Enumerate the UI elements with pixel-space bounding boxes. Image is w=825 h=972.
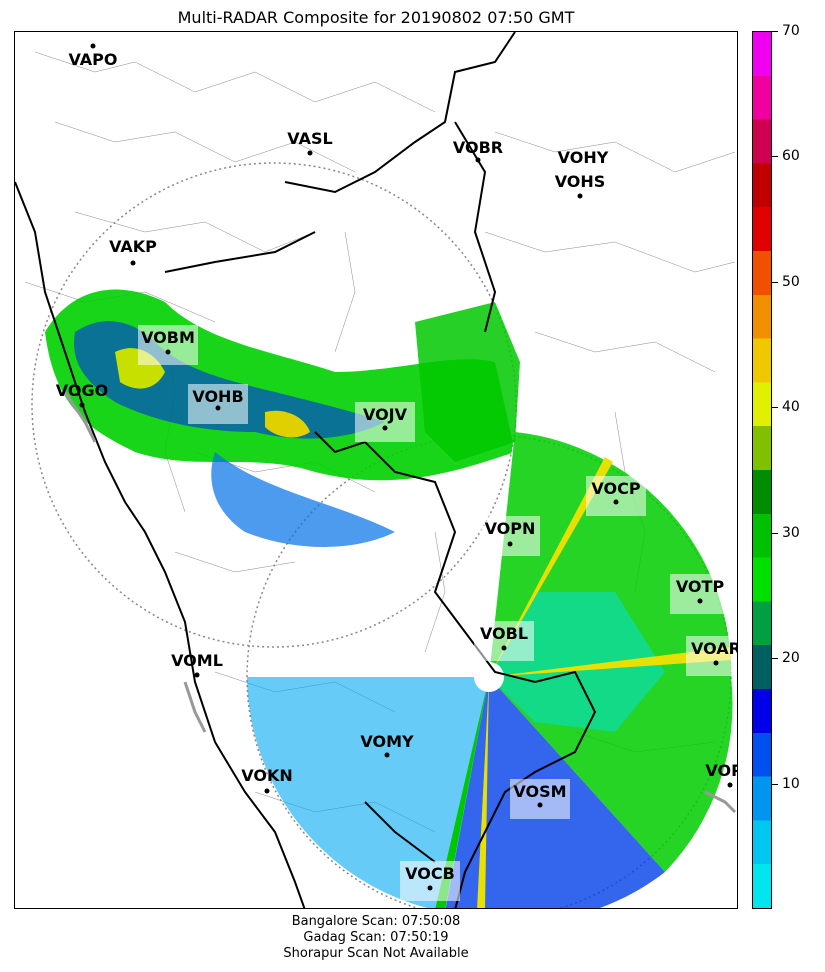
- station-label-vasl: VASL: [287, 129, 332, 148]
- station-label-vapo: VAPO: [68, 50, 117, 69]
- colorbar-tick: [772, 783, 778, 785]
- scan-status-bangalore: Bangalore Scan: 07:50:08: [291, 914, 461, 929]
- station-marker: [613, 499, 619, 505]
- colorbar: [752, 31, 772, 909]
- station-marker: [537, 802, 543, 808]
- station-label-vomy: VOMY: [360, 732, 414, 751]
- station-marker: [475, 157, 481, 163]
- coast-shading: [63, 391, 737, 814]
- colorbar-tick-label: 20: [782, 650, 800, 667]
- station-marker: [427, 885, 433, 891]
- station-label-voar: VOAR: [691, 639, 738, 658]
- station-label-background: [510, 779, 570, 819]
- colorbar-tick-label: 60: [782, 148, 800, 165]
- state-boundaries: [15, 32, 597, 908]
- colorbar-tick: [772, 658, 778, 660]
- station-label-vocb: VOCB: [405, 864, 455, 883]
- colorbar-tick: [772, 281, 778, 283]
- station-label-vocp: VOCP: [591, 479, 640, 498]
- station-label-vogo: VOGO: [56, 381, 108, 400]
- radar-map: VAPO VASL VOBR VOHY VOHS VAKP VOBM VOGO VOHB VOJV…: [14, 31, 738, 909]
- station-label-background: [138, 325, 198, 365]
- colorbar-tick-label: 40: [782, 399, 800, 416]
- colorbar-tick: [772, 407, 778, 409]
- station-marker: [501, 645, 507, 651]
- station-label-vohy: VOHY: [558, 148, 609, 167]
- station-label-vopn: VOPN: [485, 519, 536, 538]
- station-label-vohs: VOHS: [555, 172, 606, 191]
- station-marker: [130, 260, 136, 266]
- colorbar-tick: [772, 532, 778, 534]
- station-label-voml: VOML: [171, 651, 223, 670]
- station-marker: [697, 598, 703, 604]
- station-label-vojv: VOJV: [363, 405, 408, 424]
- colorbar-tick-label: 10: [782, 775, 800, 792]
- station-label-background: [480, 516, 540, 556]
- station-label-background: [670, 574, 730, 614]
- station-marker: [713, 660, 719, 666]
- station-marker: [264, 788, 270, 794]
- map-title: Multi-RADAR Composite for 20190802 07:50…: [177, 8, 575, 27]
- station-marker: [165, 349, 171, 355]
- radar-stations: VAPO VASL VOBR VOHY VOHS VAKP VOBM VOGO VOHB VOJV…: [56, 43, 738, 901]
- station-label-vakp: VAKP: [109, 237, 157, 256]
- colorbar-tick-label: 50: [782, 273, 800, 290]
- station-marker: [384, 752, 390, 758]
- station-label-background: [355, 402, 415, 442]
- station-marker: [307, 150, 313, 156]
- scan-status-shorapur: Shorapur Scan Not Available: [283, 946, 469, 961]
- station-marker: [90, 43, 96, 49]
- station-marker: [507, 541, 513, 547]
- colorbar-tick-label: 70: [782, 23, 800, 39]
- station-label-background: [586, 476, 646, 516]
- station-marker: [382, 425, 388, 431]
- colorbar-tick: [772, 156, 778, 158]
- colorbar-tick-label: 30: [782, 524, 800, 541]
- station-marker: [215, 405, 221, 411]
- station-label-vobm: VOBM: [141, 328, 195, 347]
- station-marker: [194, 672, 200, 678]
- station-label-background: [188, 384, 248, 424]
- colorbar-tick: [772, 31, 778, 32]
- station-label-vosm: VOSM: [513, 782, 566, 801]
- reflectivity-patch-ne: [415, 302, 520, 462]
- station-label-background: [686, 636, 737, 676]
- station-marker: [577, 193, 583, 199]
- station-marker: [79, 402, 85, 408]
- station-label-vohb: VOHB: [192, 387, 243, 406]
- map-canvas: VAPO VASL VOBR VOHY VOHS VAKP VOBM VOGO VOHB VOJV…: [15, 32, 738, 908]
- scan-status-gadag: Gadag Scan: 07:50:19: [303, 930, 449, 945]
- station-label-vokn: VOKN: [241, 766, 293, 785]
- station-label-vobr: VOBR: [453, 138, 503, 157]
- scan-status: Bangalore Scan: 07:50:08 Gadag Scan: 07:…: [14, 914, 738, 962]
- station-label-vobl: VOBL: [480, 624, 528, 643]
- station-label-votp: VOTP: [676, 577, 725, 596]
- station-label-vopc: VOPC: [705, 761, 738, 780]
- station-label-background: [474, 621, 534, 661]
- station-marker: [727, 782, 733, 788]
- station-label-background: [400, 861, 460, 901]
